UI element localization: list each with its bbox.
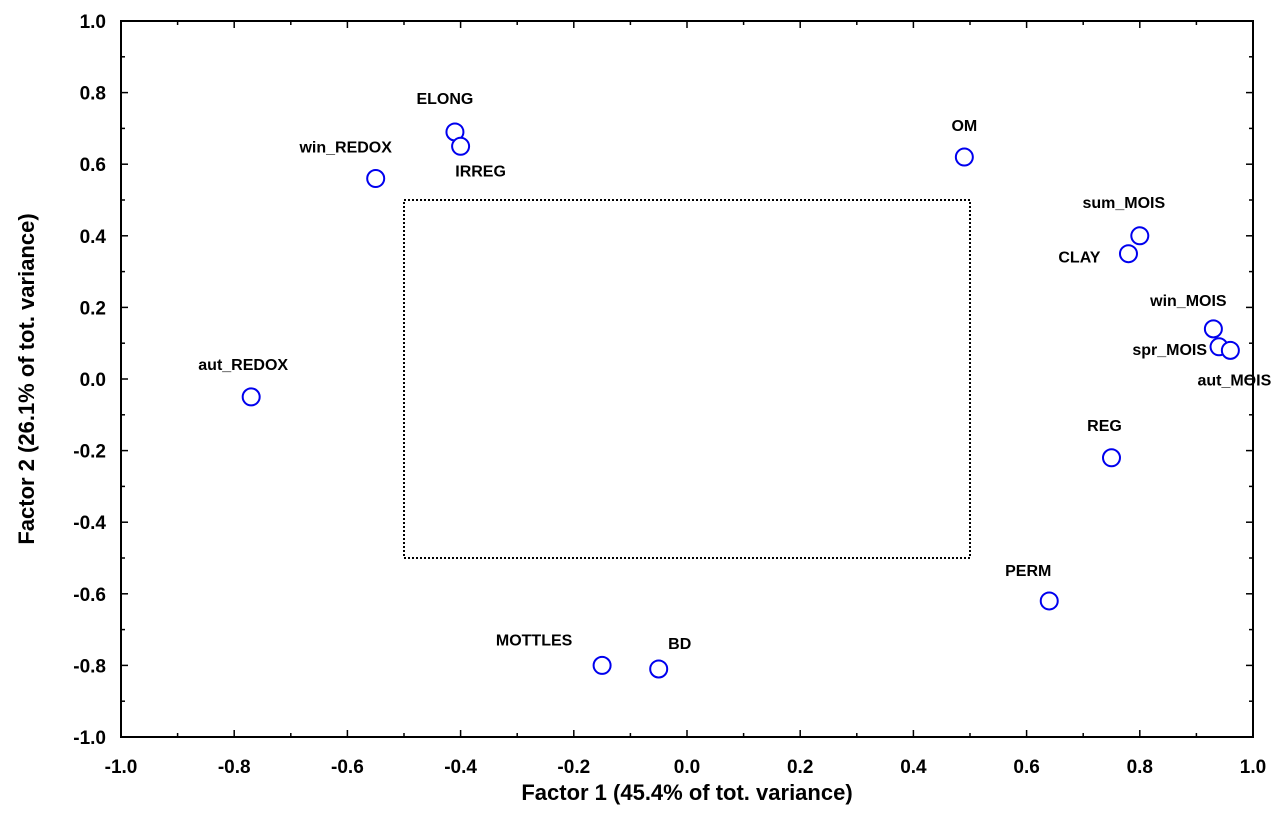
point-label: aut_REDOX (198, 357, 288, 374)
x-tick-label: 0.8 (1127, 757, 1153, 778)
point-label: MOTTLES (496, 632, 573, 649)
point-label: aut_MOIS (1197, 372, 1271, 389)
y-tick-label: 0.6 (80, 155, 106, 176)
point-marker (649, 659, 669, 679)
x-tick-label: 0.6 (1013, 757, 1039, 778)
point-label: win_REDOX (298, 140, 392, 157)
x-tick-label: -1.0 (105, 757, 138, 778)
x-tick-label: -0.2 (557, 757, 590, 778)
point-marker (1102, 448, 1121, 468)
y-tick-label: 0.0 (80, 370, 106, 391)
data-point: win_REDOX (298, 140, 392, 189)
point-label: BD (668, 636, 691, 653)
point-marker (1130, 226, 1150, 246)
plot-frame (120, 20, 1254, 738)
point-label: CLAY (1058, 250, 1100, 267)
y-tick-label: 0.2 (80, 298, 106, 319)
point-label: win_MOIS (1149, 293, 1227, 310)
y-tick-label: -1.0 (73, 728, 106, 749)
x-tick-labels: -1.0 -0.8 -0.6 -0.4 -0.2 0.0 0.2 0.4 0.6 0.8 1.0 (105, 757, 1267, 778)
y-tick-label: 1.0 (80, 12, 106, 33)
point-marker (451, 136, 471, 156)
x-tick-label: -0.6 (331, 757, 364, 778)
point-marker (1118, 244, 1138, 264)
y-axis-title: Factor 2 (26.1% of tot. variance) (14, 213, 39, 544)
y-tick-labels: -1.0 -0.8 -0.6 -0.4 -0.2 0.0 0.2 0.4 0.6 0.8 1.0 (73, 12, 106, 749)
data-point: MOTTLES (496, 632, 612, 675)
data-point: IRREG (451, 136, 506, 180)
data-point: win_MOIS (1149, 293, 1227, 339)
y-tick-label: 0.4 (80, 227, 107, 248)
y-tick-label: 0.8 (80, 84, 106, 105)
data-point: OM (951, 118, 977, 167)
point-label: OM (951, 118, 977, 135)
data-point: spr_MOIS (1132, 337, 1229, 359)
data-point: aut_REDOX (198, 357, 288, 407)
x-axis-title: Factor 1 (45.4% of tot. variance) (521, 780, 852, 805)
point-label: IRREG (455, 163, 506, 180)
point-label: sum_MOIS (1082, 195, 1165, 212)
point-label: ELONG (416, 91, 473, 108)
y-tick-label: -0.8 (73, 656, 106, 677)
point-marker (1203, 319, 1223, 339)
data-point: PERM (1005, 563, 1059, 611)
x-tick-label: -0.8 (218, 757, 251, 778)
axis-ticks (120, 20, 1254, 738)
y-tick-label: -0.2 (73, 442, 106, 463)
x-tick-label: 0.2 (787, 757, 813, 778)
point-label: spr_MOIS (1132, 342, 1207, 359)
point-marker (592, 655, 612, 675)
x-tick-label: 0.0 (674, 757, 700, 778)
x-tick-label: 1.0 (1240, 757, 1266, 778)
data-points: ELONG IRREG win_REDOX OM sum_MOIS CLAY win_MOI… (198, 91, 1272, 679)
x-tick-label: 0.4 (900, 757, 927, 778)
point-label: PERM (1005, 563, 1051, 580)
y-tick-label: -0.4 (73, 513, 106, 534)
point-marker (241, 387, 261, 407)
data-point: aut_MOIS (1197, 340, 1272, 389)
point-marker (366, 169, 386, 189)
reference-box (403, 199, 971, 559)
x-tick-label: -0.4 (444, 757, 477, 778)
point-marker (954, 147, 974, 167)
data-point: REG (1087, 418, 1122, 468)
point-marker (1220, 340, 1240, 360)
data-point: CLAY (1058, 244, 1138, 267)
data-point: ELONG (416, 91, 473, 142)
y-tick-label: -0.6 (73, 585, 106, 606)
data-point: BD (649, 636, 691, 679)
point-marker (1039, 591, 1059, 611)
data-point: sum_MOIS (1082, 195, 1165, 246)
point-label: REG (1087, 418, 1122, 435)
